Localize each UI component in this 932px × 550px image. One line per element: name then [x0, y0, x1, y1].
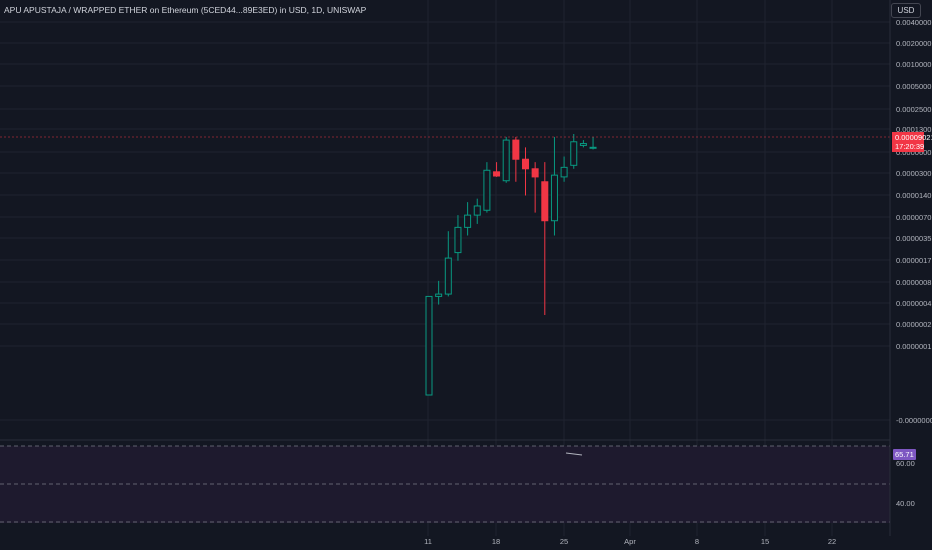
candle-up	[454, 226, 462, 254]
rsi-band	[0, 446, 890, 523]
rsi-value-badge: 65.71	[893, 449, 916, 460]
time-tick-label: Apr	[624, 537, 636, 546]
currency-button[interactable]: USD	[891, 3, 921, 18]
price-tick-label: 0.0000300	[896, 169, 931, 178]
price-tick-label: 0.0020000	[896, 39, 931, 48]
time-tick-label: 8	[695, 537, 699, 546]
candle-up	[473, 205, 481, 216]
current-price-label: 0.00009021 17:20:39	[892, 132, 932, 152]
candle-down	[541, 181, 549, 222]
price-tick-label: 0.0002500	[896, 105, 931, 114]
rsi-axis-label-40: 40.00	[896, 499, 915, 508]
countdown-timer: 17:20:39	[895, 142, 925, 151]
price-tick-label: 0.0000140	[896, 191, 931, 200]
time-axis[interactable]: 11 18 25 Apr 8 15 22	[424, 537, 836, 546]
time-tick-label: 11	[424, 537, 432, 546]
price-tick-label: 0.0001300	[896, 125, 931, 134]
time-tick-label: 25	[560, 537, 568, 546]
candle-down	[531, 168, 539, 178]
candle-down	[493, 171, 501, 177]
rsi-pane: 60.00 40.00	[0, 445, 915, 523]
candle-up	[444, 257, 452, 295]
price-tick-label: 0.0000017	[896, 256, 931, 265]
price-tick-label: 0.0000070	[896, 213, 931, 222]
price-axis[interactable]: 0.0040000 0.0020000 0.0010000 0.0005000 0.00…	[896, 18, 932, 425]
candle-up	[570, 141, 578, 166]
time-tick-label: 15	[761, 537, 769, 546]
rsi-line	[565, 452, 583, 456]
candle-up	[502, 139, 510, 182]
current-price-value: 0.00009021	[895, 133, 932, 142]
chart-title: APU APUSTAJA / WRAPPED ETHER on Ethereum…	[4, 5, 367, 15]
candle-down	[522, 158, 529, 170]
price-tick-label: 0.0000001	[896, 342, 931, 351]
candle-up	[550, 174, 558, 222]
candle-series	[425, 134, 597, 396]
time-tick-label: 18	[492, 537, 500, 546]
price-tick-label: 0.0010000	[896, 60, 931, 69]
price-tick-label: 0.0000002	[896, 320, 931, 329]
candle-up	[560, 166, 568, 178]
price-tick-label: 0.0000008	[896, 278, 931, 287]
candle-up	[425, 295, 433, 396]
candle-down	[512, 139, 520, 160]
price-tick-label: 0.0000035	[896, 234, 931, 243]
candle-up	[579, 143, 587, 146]
price-tick-label: -0.0000000	[896, 416, 932, 425]
candle-up	[483, 169, 491, 211]
price-tick-label: 0.0005000	[896, 82, 931, 91]
time-tick-label: 22	[828, 537, 836, 546]
candle-up	[589, 146, 597, 149]
rsi-axis-label-60: 60.00	[896, 459, 915, 468]
price-tick-label: 0.0040000	[896, 18, 931, 27]
candle-up	[435, 293, 443, 297]
price-tick-label: 0.0000004	[896, 299, 931, 308]
candle-up	[464, 214, 472, 228]
price-tick-label: 0.0000600	[896, 148, 931, 157]
